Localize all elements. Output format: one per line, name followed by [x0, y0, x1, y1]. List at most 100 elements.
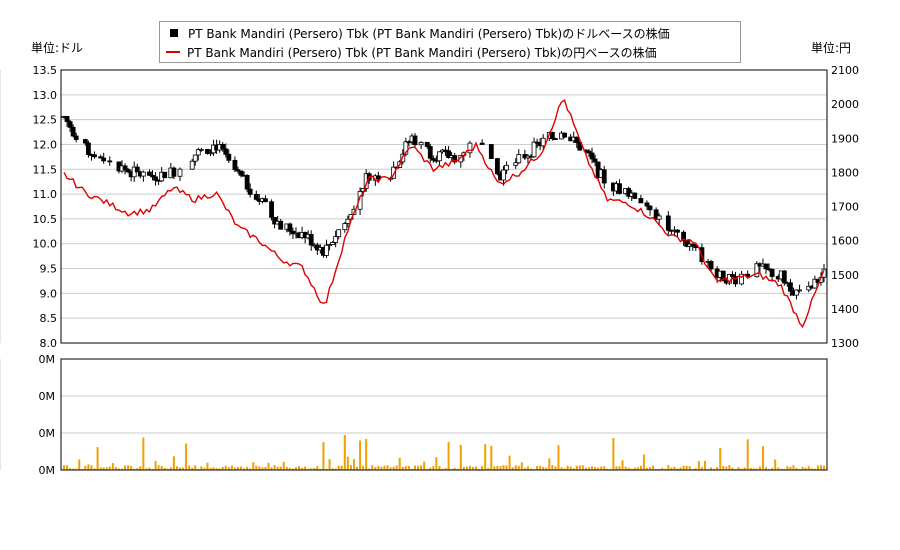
- candle-body: [513, 162, 519, 166]
- volume-bar: [87, 464, 90, 470]
- candle-body: [769, 268, 775, 277]
- volume-bar: [658, 468, 661, 470]
- candle-body: [238, 170, 244, 176]
- candle-body: [574, 136, 580, 143]
- candle-body: [531, 141, 537, 158]
- volume-bar: [587, 467, 590, 470]
- volume-bar: [484, 444, 487, 470]
- candle-body: [495, 158, 500, 175]
- volume-bar: [523, 468, 526, 470]
- volume-bar: [81, 468, 84, 470]
- volume-bar: [755, 468, 758, 470]
- candle-body: [427, 146, 433, 159]
- volume-bar: [545, 467, 548, 470]
- candle-body: [272, 216, 278, 225]
- volume-bar: [603, 466, 606, 470]
- volume-bar: [246, 466, 249, 470]
- volume-bar: [584, 467, 587, 470]
- left-unit-label: 単位:ドル: [31, 41, 84, 55]
- candle-body: [336, 229, 342, 238]
- volume-bar: [688, 466, 691, 470]
- candle-body: [86, 142, 91, 155]
- candle-body: [134, 166, 140, 173]
- volume-bar: [636, 467, 639, 470]
- candle-body: [418, 141, 424, 146]
- volume-bar: [786, 466, 789, 470]
- volume-bar: [694, 468, 697, 470]
- candle-body: [308, 234, 314, 246]
- volume-bar: [301, 467, 304, 470]
- volume-bar: [710, 467, 713, 470]
- candle-body: [720, 270, 726, 282]
- y-tick-label-left: 12.5: [33, 114, 58, 127]
- volume-bar: [178, 467, 181, 470]
- candle-body: [656, 215, 662, 220]
- candle-body: [244, 175, 250, 190]
- candle-body: [220, 144, 226, 150]
- volume-bar: [270, 467, 273, 470]
- volume-bar: [529, 468, 532, 470]
- volume-bar: [136, 468, 139, 470]
- volume-bar: [285, 466, 288, 470]
- volume-bar: [298, 466, 301, 470]
- candle-body: [739, 273, 744, 285]
- volume-bar: [240, 466, 243, 470]
- volume-bar: [551, 465, 554, 470]
- volume-bar: [459, 444, 462, 470]
- volume-bar: [331, 468, 334, 470]
- volume-bar: [621, 460, 624, 470]
- legend-item-usd: PT Bank Mandiri (Persero) Tbk (PT Bank M…: [166, 24, 670, 42]
- volume-bar: [630, 468, 633, 470]
- candle-body: [754, 263, 760, 278]
- price-plot-frame: [60, 69, 828, 344]
- candle-body: [73, 135, 79, 140]
- volume-bar: [75, 468, 78, 470]
- candle-body: [488, 144, 494, 159]
- volume-bar: [310, 468, 313, 470]
- volume-bar: [233, 467, 236, 470]
- volume-bar: [197, 468, 200, 470]
- candle-body: [278, 220, 284, 230]
- volume-bar: [127, 465, 130, 470]
- candle-body: [681, 231, 686, 242]
- y-tick-label-left: 12.0: [33, 138, 58, 151]
- volume-bar: [356, 466, 359, 470]
- volume-tick-label: 0M: [39, 427, 56, 440]
- volume-bar: [160, 466, 163, 470]
- volume-bar: [304, 466, 307, 470]
- candle-body: [101, 157, 107, 162]
- candle-body: [189, 160, 195, 170]
- volume-bar: [371, 465, 374, 470]
- candle-body: [424, 141, 430, 147]
- volume-bar: [734, 468, 737, 470]
- volume-bar: [682, 465, 685, 470]
- volume-bar: [557, 445, 560, 470]
- candle-body: [324, 244, 329, 256]
- candle-body: [821, 268, 827, 278]
- volume-bar: [349, 465, 352, 470]
- volume-bar: [148, 467, 151, 470]
- volume-bar: [328, 459, 331, 470]
- volume-bar: [462, 467, 465, 470]
- candle-body: [153, 176, 158, 181]
- volume-bar: [99, 467, 102, 470]
- volume-bar: [758, 466, 761, 470]
- volume-bar: [481, 466, 484, 470]
- volume-bar: [102, 467, 105, 470]
- y-tick-label-right: 1600: [831, 235, 859, 248]
- candle-body: [198, 149, 204, 151]
- volume-bar: [444, 468, 447, 470]
- candle-body: [235, 169, 241, 172]
- y-tick-label-left: 10.5: [33, 213, 58, 226]
- volume-bar: [606, 468, 609, 470]
- candle-body: [375, 175, 381, 180]
- candle-body: [446, 150, 451, 158]
- candle-body: [812, 278, 818, 289]
- volume-bar: [243, 468, 246, 470]
- candle-body: [504, 164, 509, 171]
- volume-bar: [798, 468, 801, 470]
- candle-body: [733, 276, 738, 285]
- volume-bar: [664, 468, 667, 470]
- volume-bar: [380, 466, 383, 470]
- volume-bar: [255, 465, 258, 470]
